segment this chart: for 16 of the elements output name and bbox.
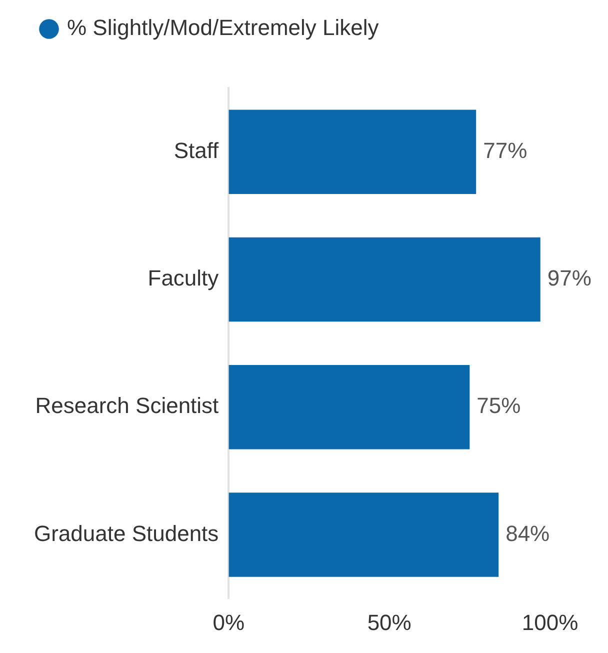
bar <box>228 365 470 450</box>
data-label: 77% <box>483 138 528 163</box>
x-tick-label: 100% <box>522 610 578 635</box>
x-tick-label: 50% <box>367 610 412 635</box>
y-tick-label: Graduate Students <box>34 520 219 546</box>
y-tick-label: Research Scientist <box>35 393 219 418</box>
y-tick-label: Faculty <box>148 266 219 291</box>
x-tick-label: 0% <box>212 610 245 635</box>
bar <box>228 110 476 194</box>
bar <box>228 492 499 577</box>
data-label: 75% <box>476 393 521 418</box>
bar <box>228 237 540 322</box>
y-tick-label: Staff <box>174 138 220 163</box>
legend-label: % Slightly/Mod/Extremely Likely <box>67 15 379 40</box>
data-label: 84% <box>506 520 550 546</box>
data-label: 97% <box>547 266 592 291</box>
